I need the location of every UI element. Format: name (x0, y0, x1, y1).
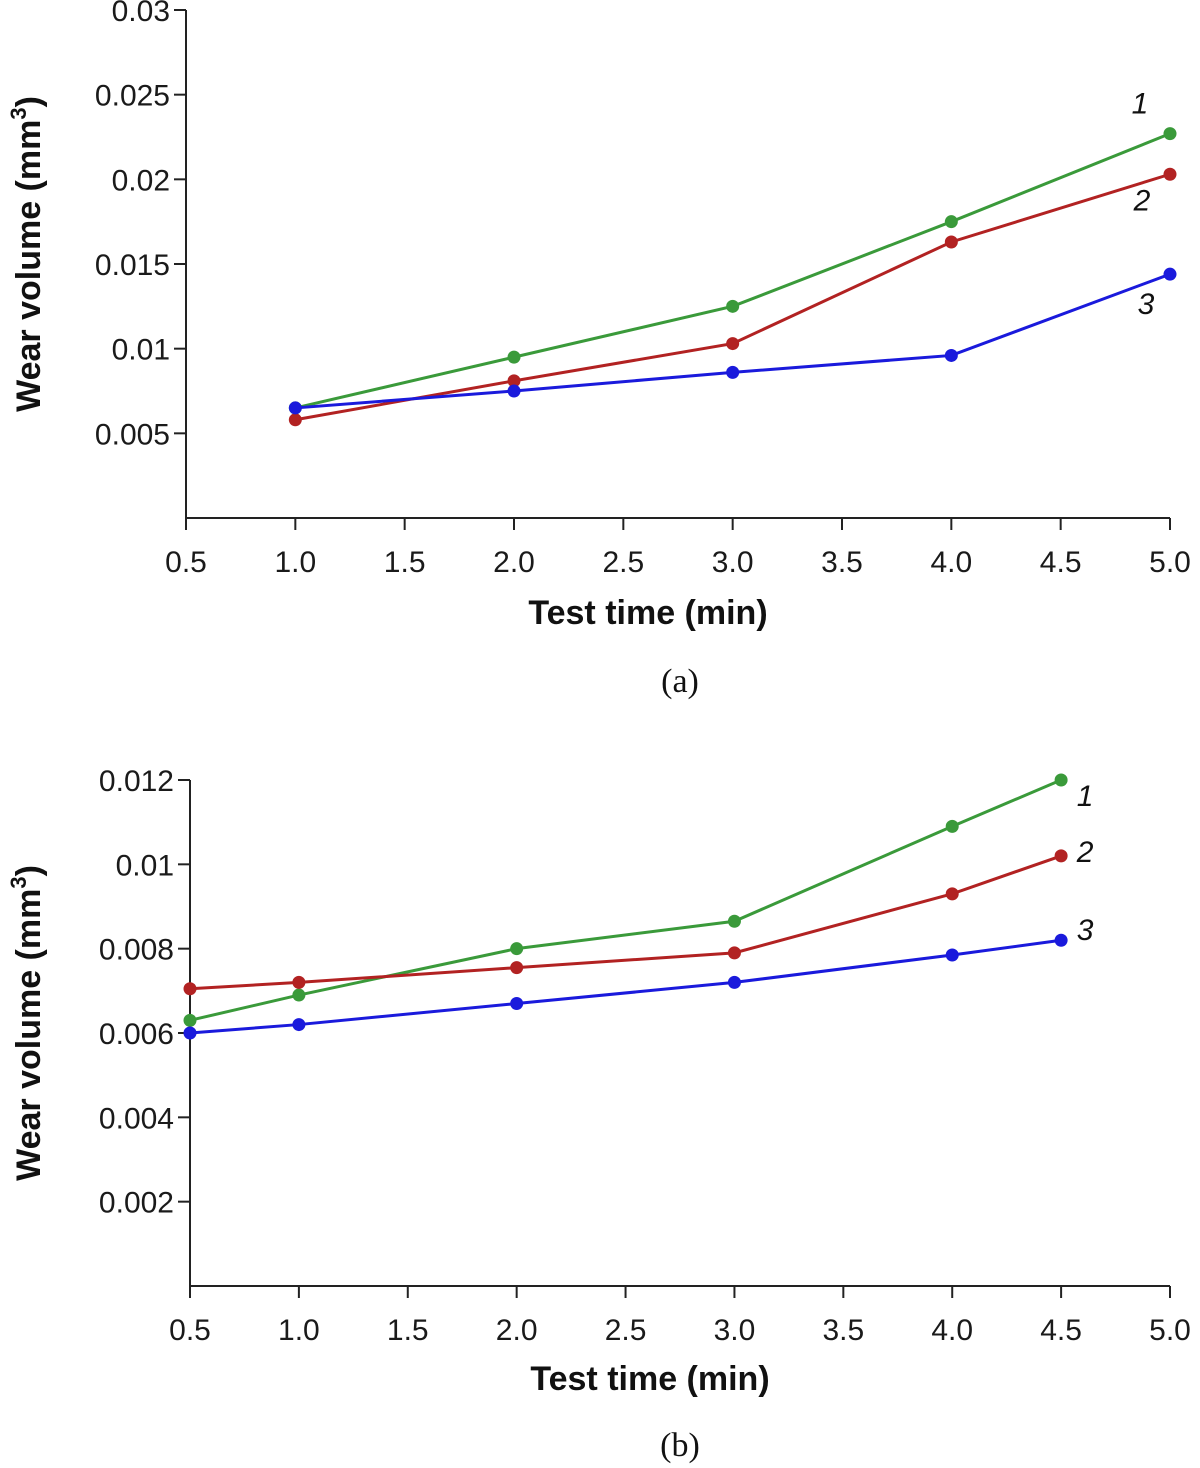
series-2-line (189, 854, 1062, 991)
series-1-point (727, 914, 741, 928)
y-tick-label: 0.002 (99, 1187, 174, 1220)
y-axis-title: Wear volume (mm3) (6, 865, 48, 1181)
x-tick-label: 1.0 (278, 1314, 320, 1347)
x-axis-title: Test time (min) (530, 1360, 769, 1398)
series-3-point (726, 365, 740, 379)
series-3-point (727, 975, 741, 989)
series-2-label: 2 (1133, 184, 1151, 217)
panel-caption: (a) (661, 663, 699, 700)
x-tick-label: 4.5 (1040, 1314, 1082, 1347)
series-3-point (288, 401, 302, 415)
x-tick-label: 4.5 (1040, 546, 1082, 579)
series-3-point (507, 384, 521, 398)
y-tick-label: 0.01 (112, 334, 170, 367)
series-3-point (944, 348, 958, 362)
series-3-line (189, 938, 1062, 1035)
y-tick-label: 0.005 (95, 418, 170, 451)
y-tick-label: 0.03 (112, 0, 170, 28)
series-2-point (1054, 849, 1068, 863)
y-tick-label: 0.004 (99, 1102, 174, 1135)
x-tick-label: 2.5 (605, 1314, 647, 1347)
series-3-point (510, 996, 524, 1010)
x-tick-label: 1.5 (384, 546, 426, 579)
series-2-point (1163, 167, 1177, 181)
y-tick-label: 0.006 (99, 1018, 174, 1051)
series-1-point (944, 215, 958, 229)
series-2-point (945, 887, 959, 901)
series-2-point (183, 982, 197, 996)
panel-caption: (b) (660, 1427, 700, 1464)
series-1-point (292, 988, 306, 1002)
series-1-label: 1 (1132, 88, 1149, 121)
x-tick-label: 3.5 (821, 546, 863, 579)
x-tick-label: 1.0 (274, 546, 316, 579)
y-tick-label: 0.025 (95, 80, 170, 113)
series-1-point (1163, 127, 1177, 141)
series-3-point (945, 948, 959, 962)
series-3-point (1163, 267, 1177, 281)
x-tick-label: 0.5 (165, 546, 207, 579)
series-3-point (292, 1018, 306, 1032)
chart-panel-b: 0.002 0.004 0.006 0.008 0.01 0.012 0.5 1.0 1.5 2.… (6, 765, 1191, 1464)
series-2-point (944, 235, 958, 249)
series-1-point (726, 299, 740, 313)
series-1-point (507, 350, 521, 364)
series-1-label: 1 (1077, 780, 1094, 813)
y-axis-title: Wear volume (mm3) (6, 96, 48, 412)
y-tick-label: 0.012 (99, 765, 174, 798)
y-tick-label: 0.02 (112, 164, 170, 197)
y-tick-label: 0.008 (99, 934, 174, 967)
y-tick-label: 0.01 (116, 849, 174, 882)
series-3-point (1054, 933, 1068, 947)
series-2-line (295, 172, 1171, 422)
series-2-point (292, 975, 306, 989)
x-tick-label: 3.0 (714, 1314, 756, 1347)
series-1-point (183, 1013, 197, 1027)
x-tick-label: 2.5 (602, 546, 644, 579)
x-tick-label: 2.0 (493, 546, 535, 579)
series-1-line (189, 778, 1062, 1022)
x-tick-label: 4.0 (930, 546, 972, 579)
series-2-point (726, 337, 740, 351)
x-tick-label: 2.0 (496, 1314, 538, 1347)
series-2-point (510, 961, 524, 975)
x-tick-label: 5.0 (1149, 546, 1191, 579)
series-1-point (945, 819, 959, 833)
series-2-label: 2 (1076, 836, 1094, 869)
series-2-point (288, 413, 302, 427)
series-2-point (507, 374, 521, 388)
x-tick-label: 3.0 (712, 546, 754, 579)
y-tick-label: 0.015 (95, 249, 170, 282)
x-tick-label: 3.5 (822, 1314, 864, 1347)
series-1-point (1054, 773, 1068, 787)
series-3-label: 3 (1077, 914, 1094, 947)
x-axis-title: Test time (min) (528, 594, 767, 632)
x-tick-label: 1.5 (387, 1314, 429, 1347)
series-3-point (183, 1026, 197, 1040)
series-3-label: 3 (1138, 288, 1155, 321)
chart-panel-a: 0.005 0.01 0.015 0.02 0.025 0.03 0.5 1.0 1.5 2.0 2… (6, 0, 1191, 700)
x-tick-label: 5.0 (1149, 1314, 1191, 1347)
series-2-point (727, 946, 741, 960)
x-tick-label: 4.0 (931, 1314, 973, 1347)
series-1-point (510, 942, 524, 956)
x-tick-label: 0.5 (169, 1314, 211, 1347)
